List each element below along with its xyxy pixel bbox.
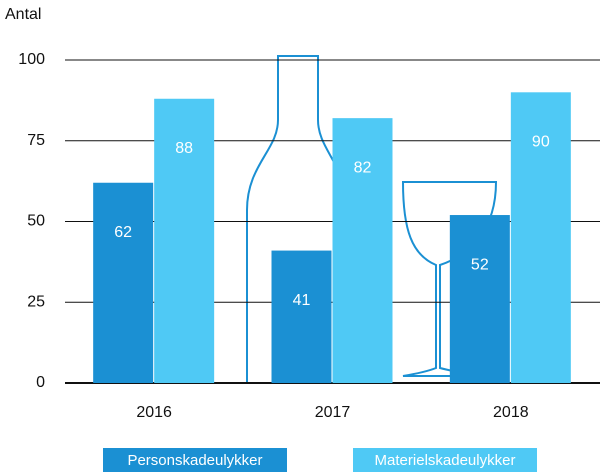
- value-label: 52: [471, 256, 489, 273]
- x-tick-label: 2018: [493, 404, 529, 421]
- y-tick-label: 50: [27, 213, 45, 230]
- y-tick-label: 0: [36, 374, 45, 391]
- legend-label: Personskadeulykker: [127, 452, 262, 469]
- y-tick-label: 25: [27, 293, 45, 310]
- x-tick-label: 2017: [315, 404, 351, 421]
- bar: [333, 118, 393, 383]
- bar: [450, 215, 510, 383]
- value-label: 62: [114, 224, 132, 241]
- bar: [93, 183, 153, 383]
- y-tick-label: 75: [27, 132, 45, 149]
- value-label: 82: [354, 159, 372, 176]
- legend-label: Materielskadeulykker: [375, 452, 516, 469]
- value-label: 41: [293, 292, 311, 309]
- y-tick-label: 100: [18, 51, 45, 68]
- chart: Antal 0 25 50 75 100 2016 62 88 2017 41 82 2018 52 90…: [0, 0, 613, 475]
- value-label: 90: [532, 134, 550, 151]
- value-label: 88: [175, 140, 193, 157]
- bar: [272, 251, 332, 383]
- x-tick-label: 2016: [136, 404, 172, 421]
- y-axis-label: Antal: [5, 6, 41, 23]
